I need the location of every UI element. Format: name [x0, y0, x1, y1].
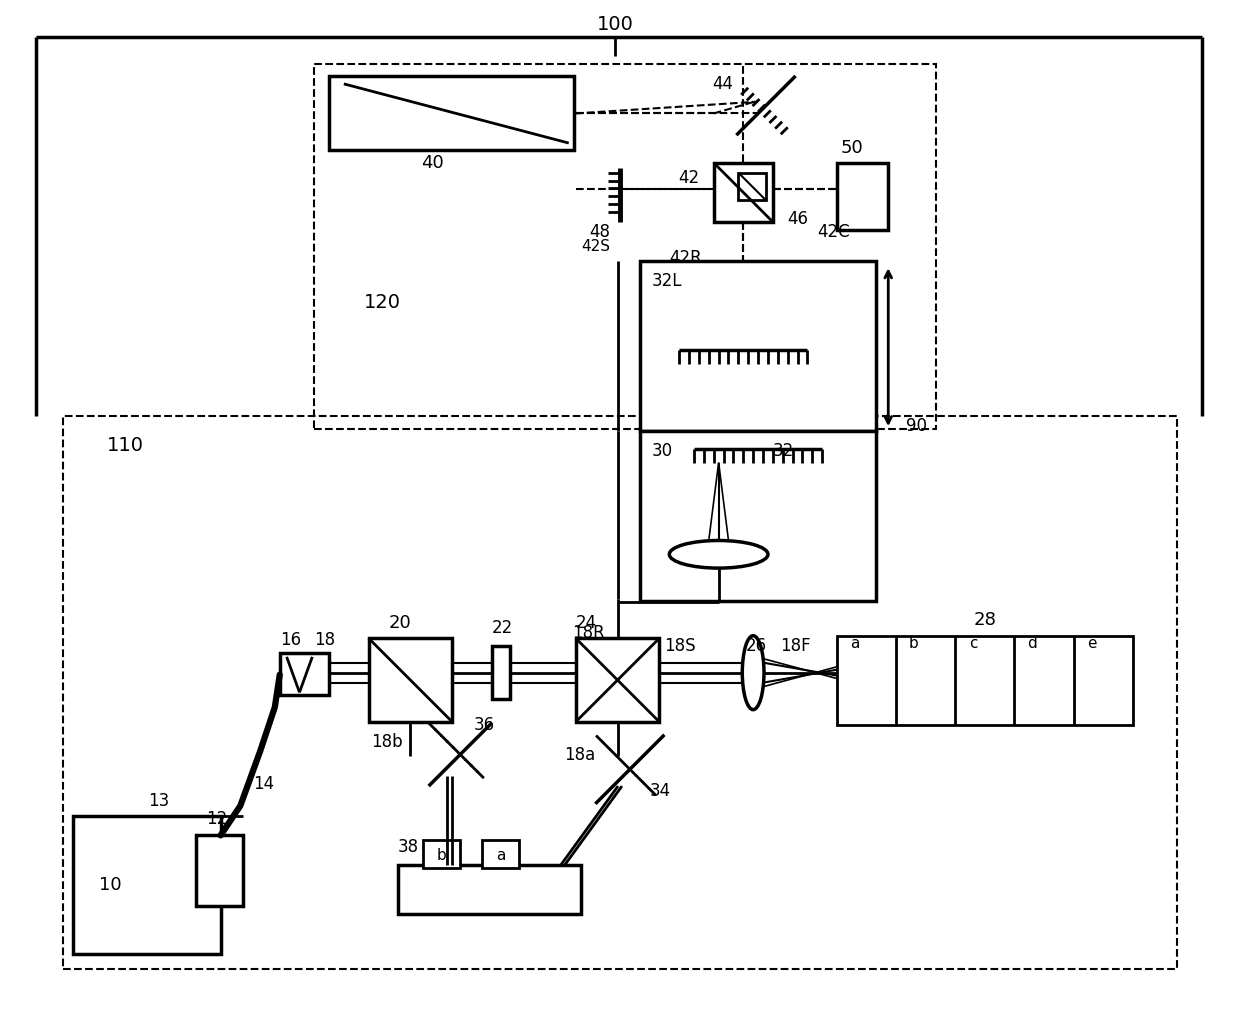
Text: 18R: 18R	[573, 625, 605, 642]
Bar	[329, 76, 574, 150]
Text: 38: 38	[398, 838, 419, 857]
Text: 10: 10	[99, 876, 122, 894]
Text: a: a	[496, 848, 506, 863]
Text: 120: 120	[363, 294, 401, 313]
Text: 18a: 18a	[564, 746, 595, 764]
Bar	[837, 162, 888, 230]
Text: 44: 44	[713, 75, 733, 93]
Bar	[575, 638, 660, 722]
Bar	[738, 173, 766, 200]
Bar	[714, 162, 773, 222]
Text: 48: 48	[589, 223, 610, 241]
Text: 18b: 18b	[372, 733, 403, 751]
Text: b: b	[909, 636, 919, 651]
Text: 22: 22	[492, 620, 513, 638]
Text: 40: 40	[422, 153, 444, 172]
Bar	[196, 835, 243, 906]
Text: 28: 28	[973, 611, 997, 630]
Text: 20: 20	[388, 614, 410, 633]
Bar	[482, 840, 520, 868]
Text: 32: 32	[773, 442, 794, 460]
Bar	[314, 65, 936, 429]
Bar	[63, 417, 1177, 969]
Bar	[837, 636, 1133, 724]
Bar	[280, 653, 329, 695]
Text: 42R: 42R	[670, 249, 702, 267]
Text: 30: 30	[651, 442, 672, 460]
Text: 42S: 42S	[582, 239, 610, 254]
Text: 24: 24	[575, 614, 596, 633]
Bar	[398, 865, 580, 914]
Text: 34: 34	[650, 782, 671, 800]
Text: 14: 14	[253, 775, 274, 793]
Text: e: e	[1086, 636, 1096, 651]
Text: 100: 100	[596, 15, 634, 34]
Text: 90: 90	[906, 417, 928, 435]
Bar	[423, 840, 460, 868]
Text: d: d	[1028, 636, 1037, 651]
Text: 32L: 32L	[651, 272, 682, 291]
Text: 18: 18	[314, 631, 335, 649]
Text: 16: 16	[280, 631, 301, 649]
Text: 36: 36	[474, 716, 495, 734]
Bar	[640, 431, 877, 600]
Text: 13: 13	[148, 792, 169, 810]
Text: b: b	[436, 848, 446, 863]
Text: a: a	[851, 636, 859, 651]
Text: c: c	[968, 636, 977, 651]
Text: 42: 42	[678, 169, 699, 187]
Text: 12: 12	[206, 809, 227, 827]
Text: 50: 50	[841, 139, 864, 157]
Bar	[640, 261, 877, 431]
Text: 18S: 18S	[665, 637, 696, 655]
Text: 42C: 42C	[817, 223, 849, 241]
Text: 46: 46	[787, 210, 808, 228]
Bar	[73, 815, 221, 954]
Bar	[368, 638, 453, 722]
Text: 26: 26	[746, 637, 768, 655]
Text: 110: 110	[107, 436, 144, 455]
Text: 18F: 18F	[780, 637, 811, 655]
Bar	[492, 646, 510, 699]
